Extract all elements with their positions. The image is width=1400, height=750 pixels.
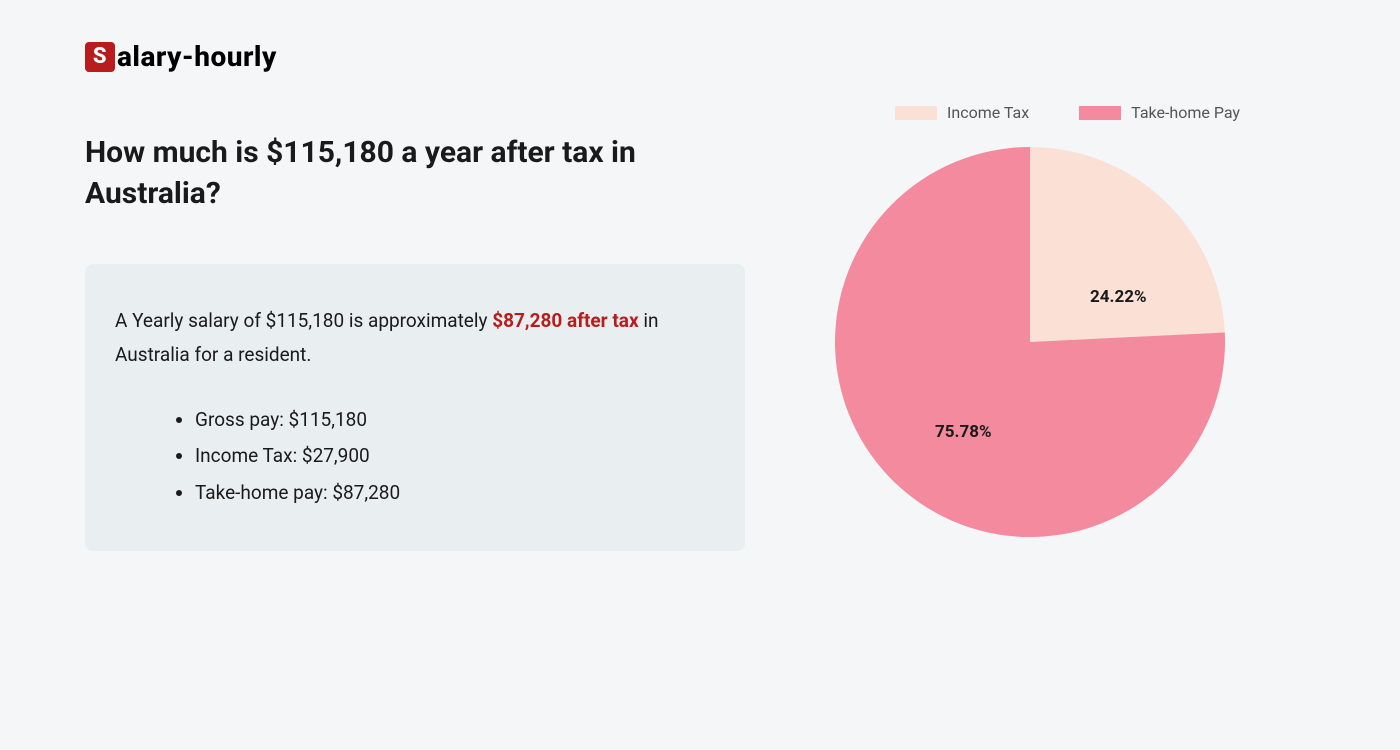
summary-prefix: A Yearly salary of $115,180 is approxima… — [115, 309, 492, 332]
list-item: Take-home pay: $87,280 — [195, 475, 715, 511]
content-row: How much is $115,180 a year after tax in… — [85, 133, 1315, 551]
right-column: Income Tax Take-home Pay 24.22% 75.78% — [840, 103, 1315, 551]
summary-highlight: $87,280 after tax — [492, 309, 638, 332]
legend-item-take-home: Take-home Pay — [1079, 103, 1240, 122]
site-logo: Salary-hourly — [85, 40, 1315, 73]
summary-list: Gross pay: $115,180 Income Tax: $27,900 … — [115, 402, 715, 510]
legend-label: Take-home Pay — [1131, 103, 1240, 122]
pie-chart: 24.22% 75.78% — [830, 142, 1230, 542]
page-title: How much is $115,180 a year after tax in… — [85, 133, 745, 214]
logo-badge: S — [85, 42, 115, 72]
pie-svg — [830, 142, 1230, 542]
left-column: How much is $115,180 a year after tax in… — [85, 133, 745, 551]
legend-item-income-tax: Income Tax — [895, 103, 1029, 122]
logo-text: alary-hourly — [117, 40, 277, 73]
slice-label-income-tax: 24.22% — [1090, 287, 1147, 307]
legend-label: Income Tax — [947, 103, 1029, 122]
slice-label-take-home: 75.78% — [935, 422, 992, 442]
summary-sentence: A Yearly salary of $115,180 is approxima… — [115, 304, 715, 372]
chart-legend: Income Tax Take-home Pay — [820, 103, 1315, 122]
list-item: Gross pay: $115,180 — [195, 402, 715, 438]
page-container: Salary-hourly How much is $115,180 a yea… — [0, 0, 1400, 591]
legend-swatch — [1079, 106, 1121, 120]
legend-swatch — [895, 106, 937, 120]
list-item: Income Tax: $27,900 — [195, 438, 715, 474]
summary-box: A Yearly salary of $115,180 is approxima… — [85, 264, 745, 551]
